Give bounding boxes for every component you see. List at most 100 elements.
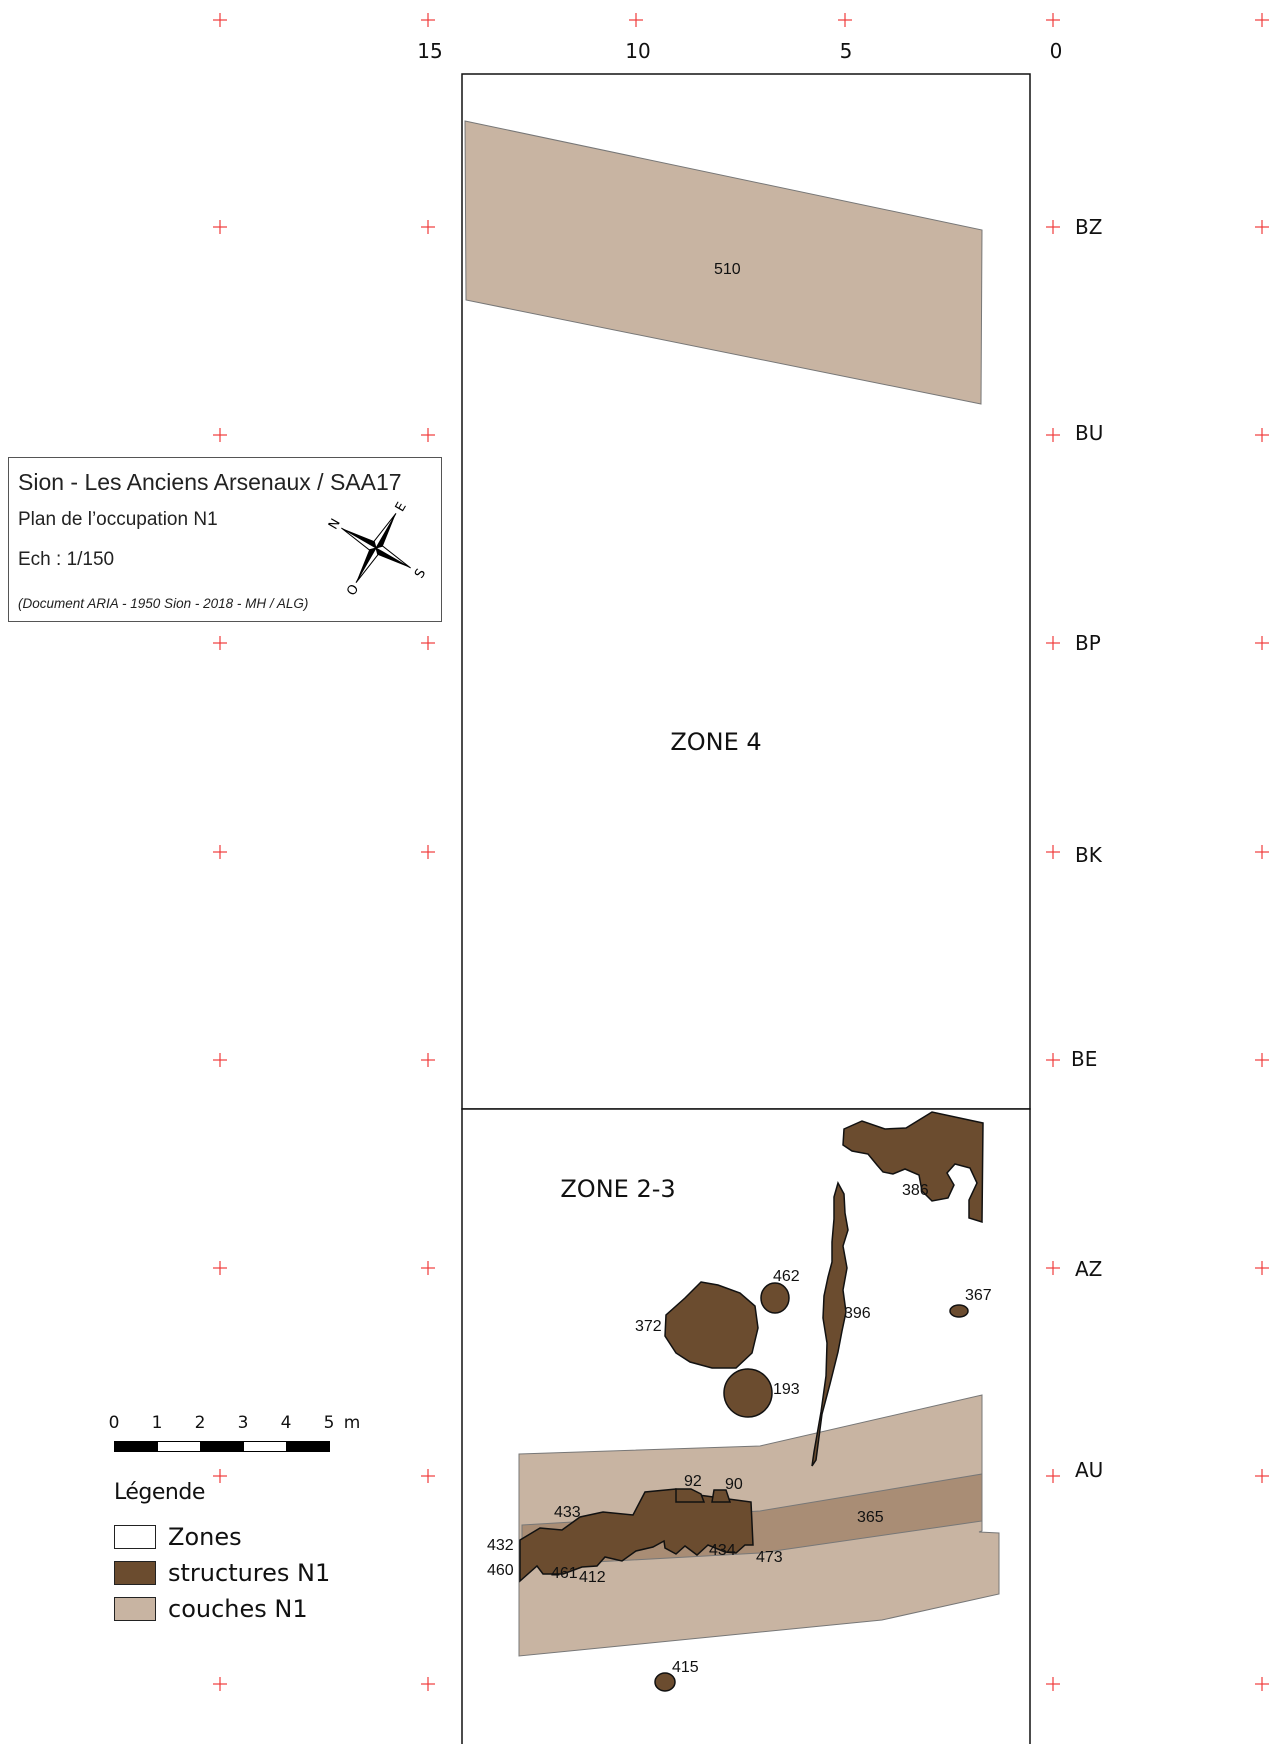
top-axis-label: 10 [625,39,650,63]
grid-cross [629,13,643,27]
feature-label: 434 [709,1542,736,1559]
compass-rose-icon: N E S O [326,500,426,598]
right-axis-label: AU [1075,1458,1103,1482]
scale-tick: 5 [323,1413,335,1433]
grid-cross [421,220,435,234]
legend-item-zones: Zones [114,1519,330,1555]
right-axis-label: BU [1075,421,1103,445]
grid-cross [1046,220,1060,234]
grid-cross [213,845,227,859]
structure-386 [842,1111,984,1224]
grid-cross [213,1261,227,1275]
legend-label: couches N1 [168,1595,308,1623]
structure-367 [949,1304,969,1318]
structure-415 [654,1672,676,1692]
structure-90 [711,1489,732,1503]
structure-433-complex [519,1488,754,1583]
legend-swatch [114,1525,156,1549]
top-axis-label: 0 [1050,39,1063,63]
scale-segment [157,1441,201,1452]
grid-cross [1255,13,1269,27]
right-axis-label: BK [1075,843,1103,867]
feature-label: 412 [579,1569,606,1586]
legend-label: structures N1 [168,1559,331,1587]
top-axis-label: 5 [840,39,853,63]
right-axis-label: BZ [1075,215,1102,239]
scale-tick: 4 [280,1413,292,1433]
legend-title: Légende [114,1480,205,1505]
grid-cross [421,1053,435,1067]
right-axis-label: BP [1075,631,1101,655]
structure-193 [723,1368,773,1418]
grid-cross [1046,636,1060,650]
grid-cross [421,1469,435,1483]
grid-cross [1046,845,1060,859]
right-axis-labels: BZ BU BP BK BE AZ AU [1071,215,1103,1482]
scale-tick: 0 [108,1413,120,1433]
structure-92 [675,1488,706,1503]
grid-cross [421,845,435,859]
grid-cross [421,13,435,27]
feature-label: 462 [773,1268,800,1285]
grid-cross [213,428,227,442]
couche-510 [464,120,983,405]
grid-cross [213,1053,227,1067]
scale-tick: 1 [151,1413,163,1433]
grid-cross [1255,1261,1269,1275]
right-axis-label: BE [1071,1047,1097,1071]
grid-cross [1046,428,1060,442]
grid-cross [1255,1053,1269,1067]
legend-swatch [114,1561,156,1585]
compass-letter: N [326,516,344,532]
scale-segment [286,1441,330,1452]
legend-label: Zones [168,1523,242,1551]
structure-462 [760,1282,790,1314]
grid-cross [1046,1469,1060,1483]
structure-372 [664,1281,759,1369]
scale-segment [200,1441,244,1452]
grid-cross [1255,1469,1269,1483]
grid-cross [1255,845,1269,859]
grid-cross [421,636,435,650]
feature-label: 433 [554,1504,581,1521]
feature-label: 372 [635,1318,662,1335]
map-credit: (Document ARIA - 1950 Sion - 2018 - MH /… [18,596,309,611]
top-axis-label: 15 [417,39,442,63]
feature-labels: 510 386 462 367 372 396 193 92 90 433 36… [487,261,992,1676]
feature-label: 461 [551,1565,578,1582]
right-axis-label: AZ [1075,1257,1102,1281]
grid-cross [213,1677,227,1691]
scale-segment [114,1441,158,1452]
top-axis-labels: 15 10 5 0 [417,39,1062,63]
legend-item-couches: couches N1 [114,1591,330,1627]
feature-label: 386 [902,1182,929,1199]
feature-label: 432 [487,1537,514,1554]
scale-bar: 0 1 2 3 4 5 m [104,1413,374,1453]
grid-cross [421,1261,435,1275]
grid-cross [1046,13,1060,27]
grid-cross [213,13,227,27]
compass-letter: E [393,500,410,515]
structure-396 [811,1181,849,1467]
compass-letter: O [344,582,362,598]
legend: Légende Zones structures N1 couches N1 [114,1480,330,1627]
grid-cross [1255,220,1269,234]
grid-cross [213,220,227,234]
grid-cross [421,1677,435,1691]
scale-segment [243,1441,287,1452]
grid-cross [1255,636,1269,650]
structures-group [519,1111,984,1692]
grid-cross [838,13,852,27]
feature-label: 92 [684,1473,702,1490]
scale-tick: 2 [194,1413,206,1433]
scale-tick: 3 [237,1413,249,1433]
grid-cross [1046,1677,1060,1691]
legend-item-structures: structures N1 [114,1555,330,1591]
scale-unit: m [343,1413,361,1433]
grid-cross [213,1469,227,1483]
grid-cross [1046,1053,1060,1067]
compass-letter: S [412,566,426,581]
grid-cross [1255,428,1269,442]
feature-label: 193 [773,1381,800,1398]
